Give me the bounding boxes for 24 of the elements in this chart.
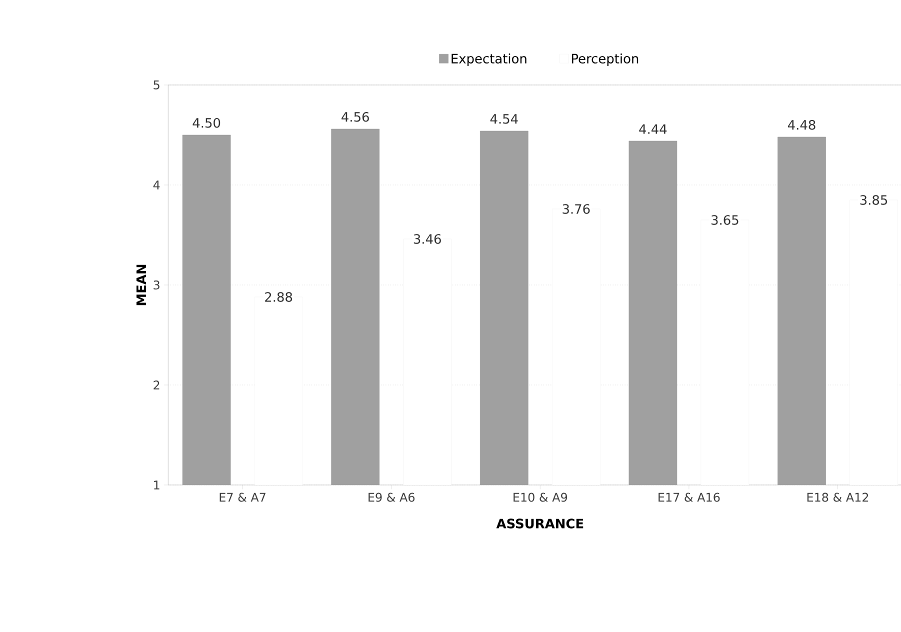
y-tick-label: 4 [153, 180, 160, 190]
data-label: 4.50 [192, 118, 220, 128]
x-axis-title: ASSURANCE [496, 518, 584, 528]
y-tick-label: 3 [154, 280, 160, 290]
data-label: 3.65 [712, 215, 738, 225]
x-tick-label: E18 & A12 [807, 492, 868, 502]
x-tick-label: E17 & A16 [658, 492, 720, 502]
y-tick-label: 1 [154, 480, 160, 490]
data-label: 3.85 [860, 195, 888, 205]
y-axis-title: MEAN [136, 264, 146, 306]
data-label: 3.46 [414, 234, 441, 244]
x-tick-label: E10 & A9 [514, 492, 568, 502]
y-tick-label: 2 [154, 380, 160, 390]
data-label: 2.88 [265, 292, 292, 302]
data-label: 4.54 [490, 114, 518, 124]
legend-label: Perception [572, 53, 638, 66]
x-tick-label: E7 & A7 [220, 492, 266, 502]
data-label: 4.56 [342, 112, 369, 122]
data-label: 3.76 [562, 204, 590, 214]
data-label: 4.48 [788, 120, 816, 130]
y-tick-label: 5 [154, 80, 160, 90]
legend-label: Expectation [452, 53, 526, 66]
data-label: 4.44 [639, 124, 667, 134]
x-tick-label: E9 & A6 [368, 492, 415, 502]
